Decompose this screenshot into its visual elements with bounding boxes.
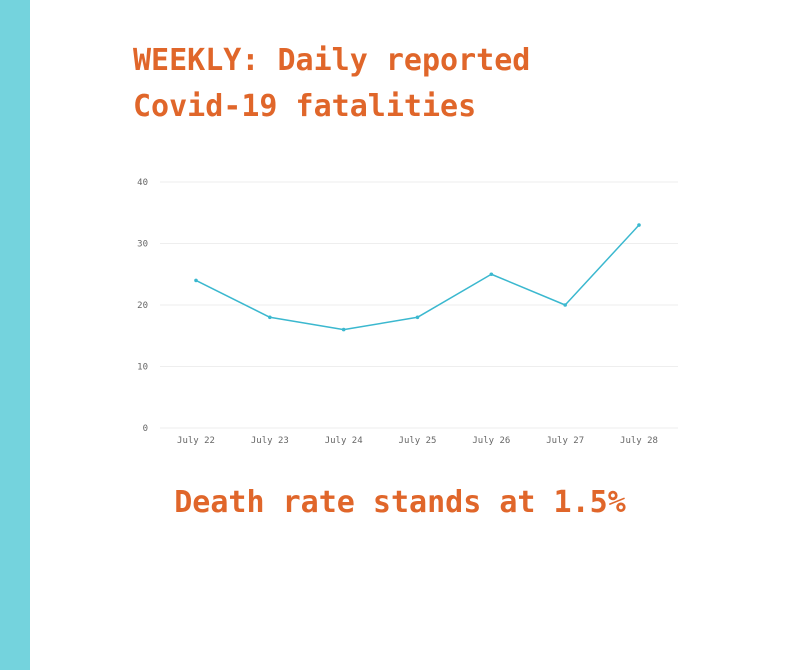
x-tick-label: July 26	[472, 436, 510, 446]
y-tick-label: 40	[137, 178, 148, 188]
series-line	[195, 224, 640, 331]
data-point	[194, 278, 198, 283]
y-tick-label: 30	[137, 240, 148, 250]
title-line-2: Covid-19 fatalities	[133, 89, 477, 124]
y-tick-label: 0	[143, 424, 148, 434]
page-title: WEEKLY: Daily reported Covid-19 fataliti…	[133, 38, 733, 130]
x-tick-label: July 24	[325, 436, 363, 446]
y-tick-label: 20	[137, 301, 148, 311]
death-rate-caption: Death rate stands at 1.5%	[174, 485, 626, 520]
data-point	[563, 303, 567, 307]
x-tick-label: July 27	[546, 436, 584, 446]
data-point	[489, 272, 494, 277]
y-tick-label: 10	[137, 363, 148, 373]
x-tick-label: July 28	[620, 436, 658, 446]
x-tick-label: July 23	[251, 436, 289, 446]
data-point	[268, 315, 272, 320]
data-point	[415, 315, 420, 320]
x-tick-label: July 25	[399, 436, 437, 446]
x-tick-label: July 22	[177, 436, 215, 446]
data-point	[341, 327, 346, 332]
title-line-1: WEEKLY: Daily reported	[133, 43, 531, 78]
side-accent-bar	[0, 0, 30, 670]
data-point	[637, 223, 641, 227]
